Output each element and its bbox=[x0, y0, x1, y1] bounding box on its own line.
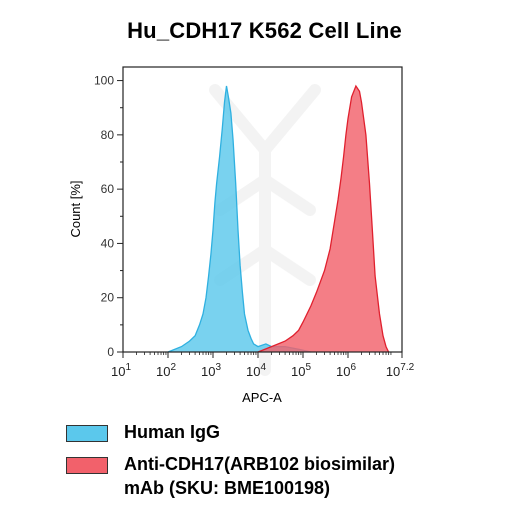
x-tick-exponent-5: 6 bbox=[350, 362, 356, 373]
y-axis-label: Count [%] bbox=[68, 180, 83, 237]
x-tick-exponent-0: 1 bbox=[125, 362, 131, 373]
legend-swatch-human-igg bbox=[66, 425, 108, 442]
x-axis: 101 102 103 104 105 106 107.2 bbox=[111, 352, 415, 379]
x-tick-label-2: 103 bbox=[201, 362, 221, 379]
y-tick-label-4: 80 bbox=[101, 128, 115, 142]
series-layer bbox=[167, 84, 390, 353]
x-tick-label-3: 104 bbox=[246, 362, 266, 379]
x-tick-exponent-3: 4 bbox=[260, 362, 266, 373]
chart-title: Hu_CDH17 K562 Cell Line bbox=[127, 18, 402, 43]
series-line-0 bbox=[167, 85, 312, 353]
x-tick-label-4: 105 bbox=[291, 362, 311, 379]
x-tick-exponent-2: 3 bbox=[215, 362, 221, 373]
legend-item-anti-cdh17: Anti-CDH17(ARB102 biosimilar) mAb (SKU: … bbox=[66, 452, 506, 500]
x-tick-label-1: 102 bbox=[156, 362, 176, 379]
legend-swatch-anti-cdh17 bbox=[66, 457, 108, 474]
series-area-0 bbox=[168, 86, 311, 352]
x-tick-label-5: 106 bbox=[336, 362, 356, 379]
y-tick-label-3: 60 bbox=[101, 182, 115, 196]
legend-label-human-igg: Human IgG bbox=[124, 422, 221, 442]
legend-item-human-igg: Human IgG bbox=[66, 420, 506, 444]
y-tick-label-0: 0 bbox=[107, 345, 114, 359]
y-axis: 0 20 40 60 80 100 bbox=[94, 74, 123, 359]
x-tick-label-6: 107.2 bbox=[386, 362, 415, 379]
series-area-1 bbox=[258, 86, 389, 352]
legend: Human IgG Anti-CDH17(ARB102 biosimilar) … bbox=[66, 420, 506, 508]
x-tick-exponent-6: 7.2 bbox=[400, 362, 414, 373]
y-tick-label-2: 40 bbox=[101, 236, 115, 250]
legend-label-anti-cdh17: Anti-CDH17(ARB102 biosimilar) mAb (SKU: … bbox=[124, 452, 395, 500]
series-line-1 bbox=[257, 84, 390, 353]
y-tick-label-1: 20 bbox=[101, 291, 115, 305]
x-tick-exponent-4: 5 bbox=[305, 362, 311, 373]
legend-label-anti-cdh17-line2: mAb (SKU: BME100198) bbox=[124, 478, 331, 498]
x-axis-label: APC-A bbox=[242, 390, 282, 405]
legend-label-anti-cdh17-line1: Anti-CDH17(ARB102 biosimilar) bbox=[124, 454, 396, 474]
x-tick-exponent-1: 2 bbox=[170, 362, 176, 373]
plot-frame bbox=[122, 66, 403, 353]
x-tick-label-0: 101 bbox=[111, 362, 131, 379]
y-tick-label-5: 100 bbox=[94, 74, 114, 88]
